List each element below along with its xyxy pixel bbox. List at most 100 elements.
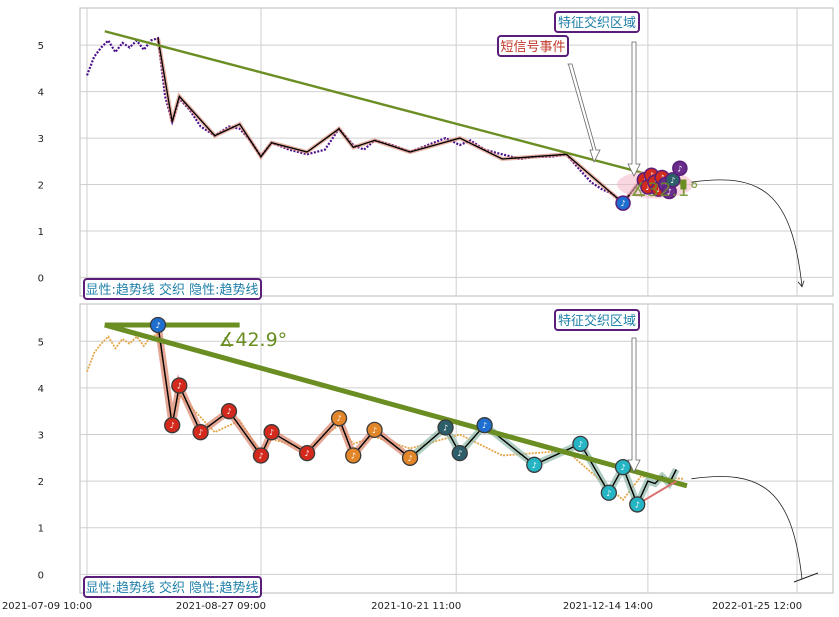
bottom-signal-marker-17 xyxy=(600,484,617,501)
bottom-y-tick-label-5: 5 xyxy=(38,337,44,348)
bottom-signal-marker-0 xyxy=(149,316,167,334)
top-forecast-arrowhead xyxy=(797,280,805,288)
top-forecast-curve xyxy=(691,179,803,287)
top-end-marker xyxy=(680,179,687,190)
bottom-signal-marker-glyph-6: ♪ xyxy=(269,428,274,437)
bottom-signal-marker-glyph-19: ♪ xyxy=(635,500,640,509)
x-tick-label-0: 2021-07-09 10:00 xyxy=(2,601,92,612)
bottom-legend-label: 显性:趋势线 交织 隐性:趋势线 xyxy=(85,580,258,596)
bottom-signal-marker-glyph-18: ♪ xyxy=(620,463,625,472)
bottom-signal-marker-19 xyxy=(629,496,646,513)
bottom-signal-marker-15 xyxy=(526,456,543,473)
top-signal-marker-0 xyxy=(615,195,631,211)
top-trendline xyxy=(104,30,670,182)
top-legend-label: 显性:趋势线 交织 隐性:趋势线 xyxy=(85,282,258,298)
bottom-signal-marker-glyph-15: ♪ xyxy=(532,461,537,470)
top-cross-zone-box xyxy=(554,11,640,33)
top-signal-marker-glyph-5: ♪ xyxy=(656,185,661,194)
bottom-y-tick-label-4: 4 xyxy=(38,384,44,395)
bottom-panel: 0 1 2 3 4 5 ♪ ♪ ♪ ♪ ♪ ♪ ♪ ♪ ♪ ♪ ♪ ♪ ♪ ♪ ♪ ♪ ♪ ♪ ♪ ♪ ∡42.9° 特征交织区域… xyxy=(38,303,834,598)
bottom-signal-marker-7 xyxy=(298,445,316,462)
bottom-signal-marker-2 xyxy=(171,377,188,394)
top-short-signal-box xyxy=(497,35,569,57)
bottom-cross-zone-box xyxy=(554,309,640,331)
top-signal-marker-glyph-0: ♪ xyxy=(620,199,625,208)
bottom-y-ticks: 0 1 2 3 4 5 xyxy=(38,337,44,581)
bottom-y-tick-label-0: 0 xyxy=(38,570,44,581)
top-y-tick-label-3: 3 xyxy=(38,134,44,145)
x-tick-label-1: 2021-08-27 09:00 xyxy=(176,601,266,612)
bottom-signal-marker-12 xyxy=(437,419,454,436)
top-marks: ♪♪♪♪♪♪♪♪♪♪♪ xyxy=(85,30,805,288)
top-y-tick-label-4: 4 xyxy=(38,88,44,99)
bottom-signal-marker-glyph-8: ♪ xyxy=(336,414,341,423)
top-y-ticks: 0 1 2 3 4 5 xyxy=(38,41,44,284)
bottom-cross-zone-arrow xyxy=(627,337,641,473)
bottom-signal-marker-13 xyxy=(451,445,468,462)
bottom-trendline xyxy=(104,322,688,489)
bottom-signal-marker-glyph-14: ♪ xyxy=(482,421,487,430)
bottom-signal-marker-14 xyxy=(476,417,493,434)
bottom-cross-zone-label: 特征交织区域 xyxy=(558,313,636,329)
top-short-signal-arrow xyxy=(567,63,601,164)
bottom-signal-marker-glyph-0: ♪ xyxy=(155,321,160,330)
top-y-tick-label-0: 0 xyxy=(38,273,44,284)
top-price-series xyxy=(85,36,685,205)
bottom-signal-marker-5 xyxy=(252,447,270,464)
top-cross-zone-arrow xyxy=(627,41,641,177)
bottom-signal-marker-glyph-5: ♪ xyxy=(258,451,263,460)
bottom-forecast-curve xyxy=(691,476,803,580)
bottom-signal-marker-18 xyxy=(614,458,632,476)
top-angle-label: ∡32.1° xyxy=(630,179,699,201)
x-tick-label-4: 2022-01-25 12:00 xyxy=(712,601,802,612)
top-y-tick-label-2: 2 xyxy=(38,181,44,192)
x-tick-label-3: 2021-12-14 14:00 xyxy=(563,601,653,612)
bottom-legend-box xyxy=(83,576,262,598)
x-tick-label-2: 2021-10-21 11:00 xyxy=(371,601,461,612)
bottom-signal-marker-glyph-4: ♪ xyxy=(226,407,231,416)
top-cross-zone-label: 特征交织区域 xyxy=(558,15,636,31)
bottom-signal-marker-glyph-11: ♪ xyxy=(407,454,412,463)
top-short-signal-label: 短信号事件 xyxy=(500,40,565,55)
bottom-signal-marker-glyph-3: ♪ xyxy=(198,428,203,437)
bottom-signal-marker-11 xyxy=(401,449,419,466)
bottom-signal-marker-4 xyxy=(220,403,238,420)
top-signal-marker-9 xyxy=(665,172,681,188)
bottom-y-tick-label-1: 1 xyxy=(38,524,44,535)
bottom-signal-marker-16 xyxy=(572,435,589,452)
top-y-tick-label-1: 1 xyxy=(38,227,44,238)
bottom-y-tick-label-2: 2 xyxy=(38,477,44,488)
bottom-forecast-end-bar xyxy=(793,572,819,583)
bottom-signal-marker-1 xyxy=(164,417,181,434)
top-signal-marker-10 xyxy=(672,160,688,177)
bottom-signal-marker-glyph-17: ♪ xyxy=(606,489,611,498)
top-panel: 0 1 2 3 4 5 ♪♪♪♪♪♪♪♪♪♪♪ ∡32.1° 特征交织区域短信号事件显性:趋… xyxy=(38,7,834,300)
bottom-signal-marker-glyph-16: ♪ xyxy=(578,440,583,449)
bottom-signal-marker-6 xyxy=(263,424,280,441)
top-signal-marker-glyph-2: ♪ xyxy=(645,183,650,192)
bottom-price-series xyxy=(86,333,684,502)
bottom-signal-marker-glyph-2: ♪ xyxy=(177,382,182,391)
bottom-signal-marker-glyph-7: ♪ xyxy=(305,449,310,458)
bottom-marks: ♪ ♪ ♪ ♪ ♪ ♪ ♪ ♪ ♪ ♪ ♪ ♪ ♪ ♪ ♪ ♪ ♪ ♪ ♪ ♪ xyxy=(86,316,819,583)
bottom-angle-label: ∡42.9° xyxy=(218,329,287,351)
bottom-signal-marker-glyph-13: ♪ xyxy=(457,449,462,458)
bottom-signal-marker-glyph-1: ♪ xyxy=(170,421,175,430)
bottom-y-tick-label-3: 3 xyxy=(38,431,44,442)
top-signal-marker-glyph-10: ♪ xyxy=(677,164,682,173)
top-signal-marker-glyph-9: ♪ xyxy=(670,176,675,185)
bottom-signal-marker-8 xyxy=(330,410,348,427)
bottom-signal-marker-glyph-12: ♪ xyxy=(443,424,448,433)
top-legend-box xyxy=(83,278,262,300)
x-tick-labels: 2021-07-09 10:00 2021-08-27 09:00 2021-10-… xyxy=(2,601,802,612)
bottom-signal-marker-3 xyxy=(192,424,209,441)
bottom-signal-marker-9 xyxy=(345,447,362,464)
top-y-tick-label-5: 5 xyxy=(38,41,44,52)
bottom-signal-marker-glyph-9: ♪ xyxy=(351,451,356,460)
top-signal-marker-glyph-8: ♪ xyxy=(667,187,672,196)
bottom-signal-marker-glyph-10: ♪ xyxy=(372,426,377,435)
bottom-signal-marker-10 xyxy=(366,421,383,439)
